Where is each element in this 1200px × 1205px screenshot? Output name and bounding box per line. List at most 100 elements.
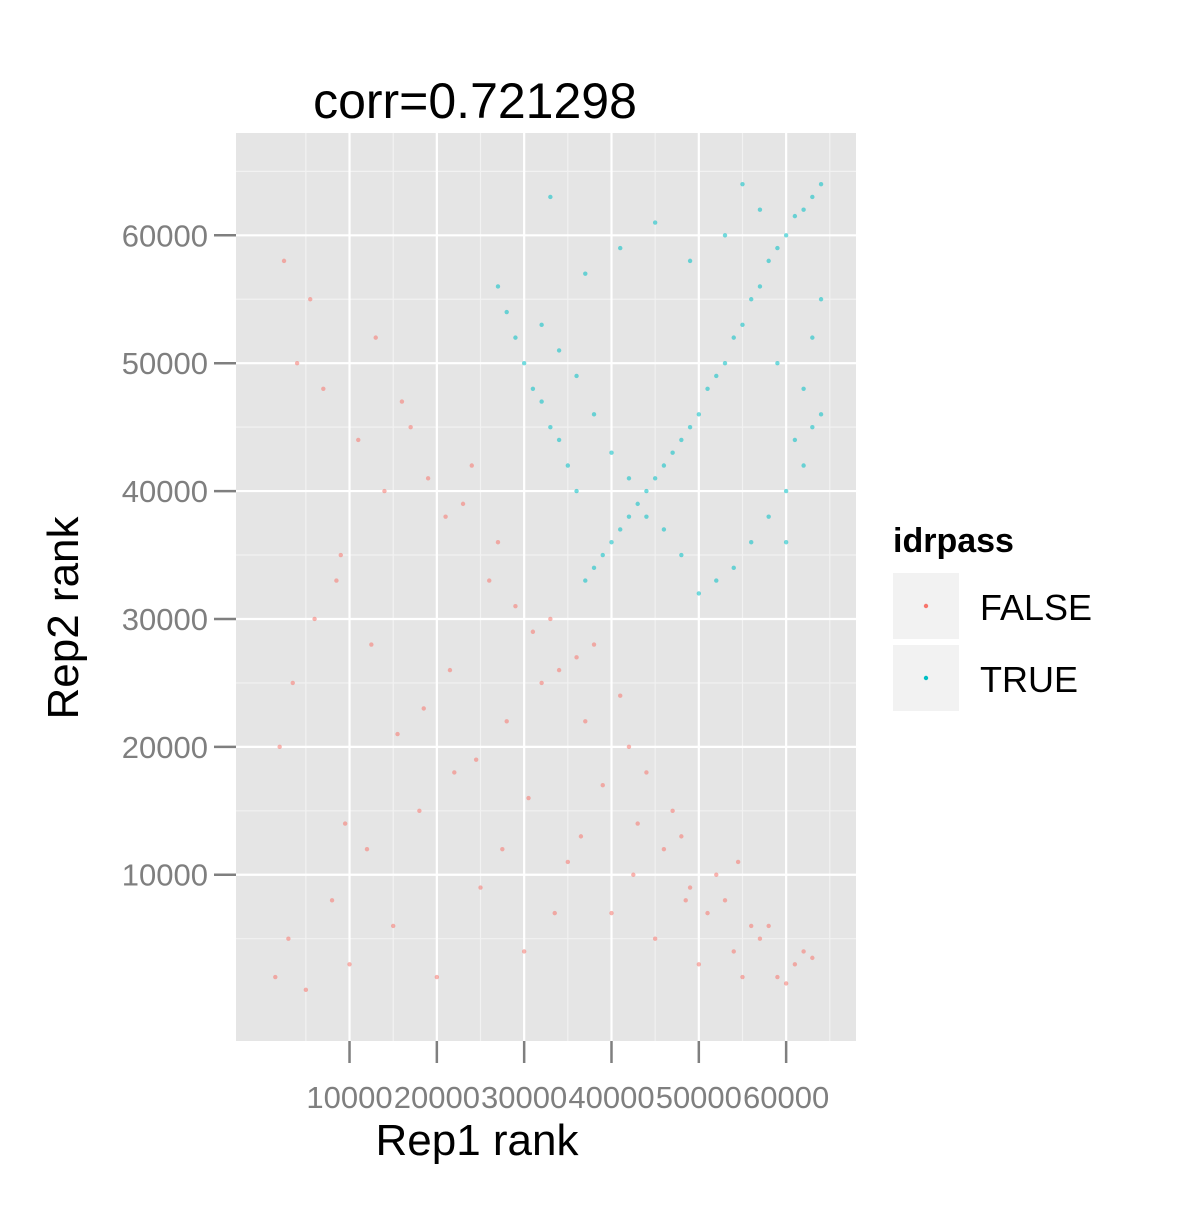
data-point-false <box>757 936 763 941</box>
legend-marker-true <box>923 675 929 681</box>
data-point-false <box>473 757 479 762</box>
data-point-true <box>539 322 544 328</box>
x-axis-tick-label: 40000 <box>568 1080 654 1115</box>
legend-label-false: FALSE <box>980 587 1092 628</box>
grid-lines <box>236 133 856 1041</box>
data-point-false <box>421 706 426 711</box>
data-point-false <box>792 962 798 967</box>
data-point-true <box>661 463 667 468</box>
data-point-false <box>321 386 326 391</box>
data-point-true <box>766 514 771 519</box>
data-point-false <box>369 642 374 647</box>
data-point-false <box>513 603 518 609</box>
data-point-true <box>740 322 745 328</box>
chart-title: corr=0.721298 <box>313 73 637 129</box>
data-point-false <box>670 808 675 814</box>
data-point-true <box>749 297 754 302</box>
data-point-false <box>618 693 623 698</box>
data-point-false <box>810 955 815 961</box>
data-point-false <box>626 744 632 750</box>
data-point-true <box>670 450 675 455</box>
data-point-false <box>495 540 501 545</box>
data-point-true <box>696 591 702 596</box>
x-axis-tick-label: 30000 <box>481 1080 567 1115</box>
data-point-true <box>818 181 824 187</box>
data-point-false <box>775 974 780 980</box>
data-point-false <box>500 846 505 852</box>
data-point-true <box>731 565 736 571</box>
data-point-true <box>810 424 815 430</box>
data-point-true <box>626 476 632 481</box>
data-point-false <box>338 552 343 558</box>
data-point-false <box>334 578 339 583</box>
data-point-false <box>342 821 348 826</box>
data-point-false <box>364 846 370 852</box>
x-axis-tick-label: 10000 <box>306 1080 392 1115</box>
data-point-true <box>661 527 667 532</box>
data-point-false <box>552 910 557 916</box>
data-point-true <box>583 271 588 276</box>
data-point-false <box>294 360 300 366</box>
data-point-true <box>618 527 623 532</box>
data-point-false <box>635 821 640 826</box>
data-point-false <box>556 667 562 673</box>
data-point-true <box>609 450 614 455</box>
data-point-true <box>591 565 597 571</box>
x-axis-title: Rep1 rank <box>375 1116 579 1165</box>
data-point-false <box>539 680 544 686</box>
data-point-false <box>329 898 335 903</box>
data-point-false <box>290 680 295 686</box>
data-point-true <box>731 335 736 340</box>
data-points <box>273 181 824 993</box>
data-point-true <box>626 514 632 519</box>
data-point-false <box>390 923 396 929</box>
data-point-true <box>609 540 614 545</box>
data-point-true <box>775 360 780 366</box>
data-point-true <box>714 373 719 379</box>
data-point-false <box>574 655 579 660</box>
legend-title: idrpass <box>893 522 1014 560</box>
data-point-true <box>722 233 728 238</box>
data-point-true <box>652 220 658 225</box>
data-point-true <box>740 181 745 187</box>
data-point-true <box>618 245 623 251</box>
y-axis-tick-label: 60000 <box>122 218 208 253</box>
data-point-false <box>705 910 710 916</box>
legend: idrpass FALSE TRUE <box>893 522 1092 711</box>
data-point-true <box>792 213 798 219</box>
data-point-false <box>487 578 492 583</box>
y-axis-tick-label: 30000 <box>122 602 208 637</box>
data-point-true <box>583 578 588 583</box>
data-point-false <box>417 808 422 814</box>
legend-item-true: TRUE <box>893 645 1078 711</box>
data-point-false <box>679 834 684 839</box>
axes: 10000 20000 30000 40000 50000 600001000020000… <box>122 218 829 1115</box>
data-point-false <box>644 770 649 775</box>
legend-item-false: FALSE <box>893 573 1092 639</box>
data-point-false <box>740 974 745 980</box>
data-point-true <box>792 437 798 443</box>
data-point-false <box>735 859 741 865</box>
data-point-true <box>600 552 605 558</box>
data-point-true <box>556 437 562 443</box>
legend-label-true: TRUE <box>980 659 1078 700</box>
data-point-false <box>583 719 588 724</box>
data-point-true <box>565 463 571 468</box>
data-point-true <box>548 194 553 200</box>
data-point-true <box>679 552 684 558</box>
data-point-true <box>504 309 509 315</box>
data-point-true <box>818 412 824 417</box>
data-point-true <box>574 488 579 494</box>
data-point-false <box>687 885 693 890</box>
data-point-false <box>504 719 509 724</box>
data-point-false <box>425 476 431 481</box>
data-point-true <box>801 386 806 391</box>
data-point-false <box>478 885 483 890</box>
y-axis-tick-label: 50000 <box>122 346 208 381</box>
data-point-false <box>399 399 405 404</box>
data-point-false <box>661 846 667 852</box>
data-point-false <box>609 910 614 916</box>
data-point-false <box>722 898 728 903</box>
data-point-true <box>783 233 789 238</box>
data-point-false <box>286 936 291 941</box>
